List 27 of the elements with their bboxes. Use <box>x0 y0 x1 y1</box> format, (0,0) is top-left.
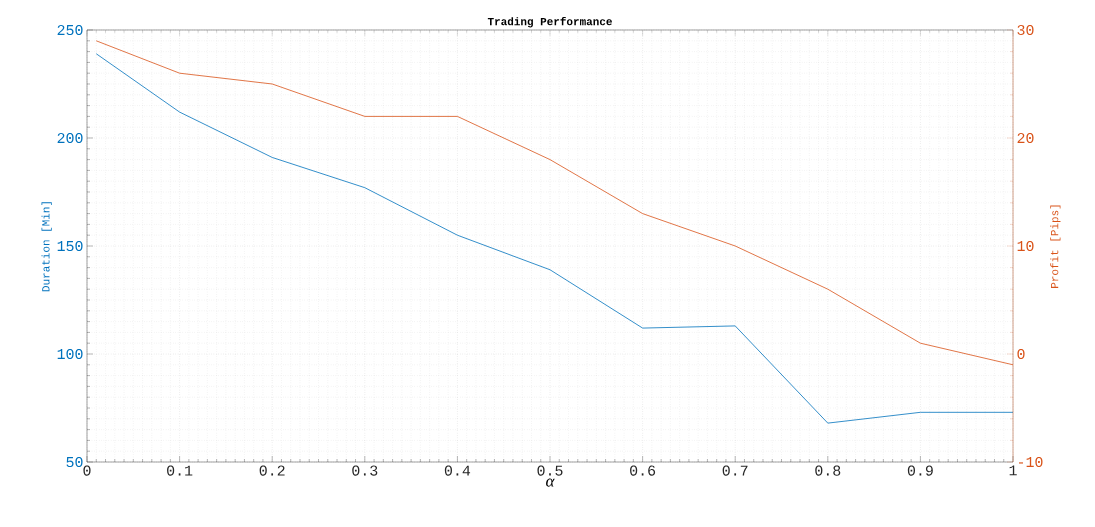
y2-tick-label: -10 <box>1018 456 1043 468</box>
y2-axis-title: Profit [Pips] <box>1050 205 1061 288</box>
y-tick-label: 100 <box>57 348 83 360</box>
y2-tick-label: 20 <box>1017 132 1034 144</box>
y-tick-label: 200 <box>57 132 83 144</box>
x-tick-label: 0.3 <box>352 465 378 476</box>
x-tick-label: 0.8 <box>815 465 841 476</box>
y-tick-label: 250 <box>57 24 83 36</box>
line-series <box>95 40 1014 366</box>
x-tick-label: 1 <box>1009 465 1017 476</box>
x-tick-label: 0.4 <box>444 465 471 476</box>
y2-tick-label: 10 <box>1017 240 1034 252</box>
x-tick-label: 0.1 <box>167 465 193 476</box>
y-tick-label: 50 <box>66 456 83 468</box>
y-tick-label: 150 <box>57 240 83 252</box>
x-tick-label: 0 <box>83 465 91 476</box>
y2-tick-label: 30 <box>1017 24 1034 36</box>
x-axis-title: α <box>546 478 555 487</box>
chart-title: Trading Performance <box>487 17 612 28</box>
y2-tick-label: 0 <box>1017 348 1025 360</box>
x-tick-label: 0.6 <box>630 465 656 476</box>
x-tick-label: 0.2 <box>259 465 285 476</box>
line-series <box>95 53 1014 424</box>
x-tick-label: 0.5 <box>537 465 563 476</box>
x-tick-label: 0.9 <box>907 465 933 476</box>
y-axis-title: Duration [Min] <box>41 202 52 292</box>
x-tick-label: 0.7 <box>722 465 748 476</box>
